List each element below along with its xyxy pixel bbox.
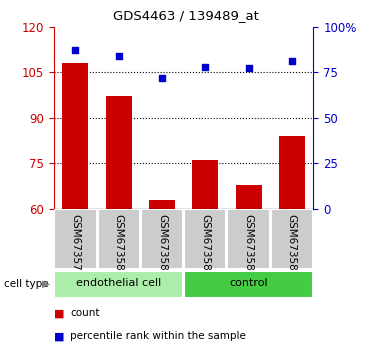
Bar (279, 136, 305, 209)
Bar (54, 209, 96, 269)
Bar (271, 209, 313, 269)
Point (159, 75, 165, 80)
Bar (236, 184, 262, 209)
Point (202, 64, 208, 69)
Bar (227, 209, 270, 269)
Point (72, 47, 78, 53)
Text: ▶: ▶ (42, 279, 50, 289)
Bar (184, 209, 226, 269)
Text: GSM673579: GSM673579 (70, 214, 81, 277)
Point (246, 65, 252, 71)
Text: GSM673583: GSM673583 (244, 214, 253, 277)
Text: GDS4463 / 139489_at: GDS4463 / 139489_at (112, 9, 259, 22)
Point (289, 58, 295, 64)
Bar (149, 200, 175, 209)
Point (116, 53, 122, 58)
Bar (141, 209, 183, 269)
Text: ■: ■ (54, 308, 64, 318)
Text: control: control (229, 279, 268, 289)
Bar (54, 270, 183, 298)
Text: GSM673581: GSM673581 (157, 214, 167, 277)
Text: cell type: cell type (4, 279, 48, 289)
Text: GSM673584: GSM673584 (287, 214, 297, 277)
Text: percentile rank within the sample: percentile rank within the sample (70, 331, 246, 341)
Bar (106, 96, 132, 209)
Bar (62, 63, 88, 209)
Bar (98, 209, 140, 269)
Text: GSM673582: GSM673582 (200, 214, 210, 277)
Bar (192, 160, 218, 209)
Bar (184, 270, 313, 298)
Text: GSM673580: GSM673580 (114, 214, 124, 277)
Text: ■: ■ (54, 331, 64, 341)
Text: endothelial cell: endothelial cell (76, 279, 161, 289)
Text: count: count (70, 308, 100, 318)
